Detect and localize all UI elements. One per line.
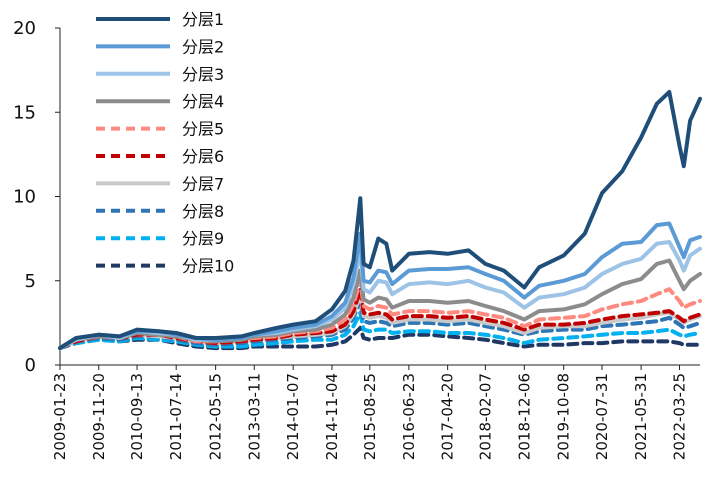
legend-label-9: 分层9 bbox=[182, 229, 224, 248]
y-tick-label: 15 bbox=[13, 102, 36, 123]
x-tick-label: 2016-06-23 bbox=[400, 373, 418, 460]
x-tick-label: 2014-11-04 bbox=[323, 373, 341, 460]
legend-label-5: 分层5 bbox=[182, 120, 224, 139]
legend-label-4: 分层4 bbox=[182, 92, 224, 111]
x-tick-label: 2020-07-31 bbox=[593, 373, 611, 460]
x-tick-label: 2015-08-25 bbox=[361, 373, 379, 460]
legend-label-7: 分层7 bbox=[182, 174, 224, 193]
x-tick-label: 2014-01-07 bbox=[284, 373, 302, 460]
legend-label-1: 分层1 bbox=[182, 10, 224, 29]
x-tick-label: 2011-07-14 bbox=[167, 373, 185, 460]
x-tick-label: 2019-10-08 bbox=[555, 373, 573, 460]
x-tick-label: 2013-03-11 bbox=[245, 373, 263, 460]
series-line-1 bbox=[58, 90, 702, 351]
axes: 0 5 10 15 20 2009-01-23 2009-11-20 2010-09-13 20… bbox=[13, 18, 700, 460]
legend-label-2: 分层2 bbox=[182, 37, 224, 56]
y-tick-label: 10 bbox=[13, 187, 36, 208]
x-tick-label: 2018-02-07 bbox=[476, 373, 494, 460]
legend-label-10: 分层10 bbox=[182, 257, 234, 276]
x-tick-label: 2022-03-25 bbox=[671, 373, 689, 460]
x-tick-label: 2021-05-31 bbox=[632, 373, 650, 460]
legend: 分层1 分层2 分层3 分层4 分层5 分层6 分层7 分层8 分层9 分层10 bbox=[96, 10, 234, 276]
x-tick-label: 2012-05-15 bbox=[207, 373, 225, 460]
x-tick-label: 2009-01-23 bbox=[51, 373, 69, 460]
x-tick-label: 2010-09-13 bbox=[128, 373, 146, 460]
legend-label-3: 分层3 bbox=[182, 65, 224, 84]
legend-label-6: 分层6 bbox=[182, 147, 224, 166]
x-tick-label: 2009-11-20 bbox=[90, 373, 108, 460]
series-lines bbox=[58, 90, 702, 351]
x-tick-label: 2017-04-20 bbox=[439, 373, 457, 460]
y-tick-label: 5 bbox=[25, 271, 36, 292]
y-tick-label: 20 bbox=[13, 18, 36, 39]
x-tick-label: 2018-12-06 bbox=[515, 373, 533, 460]
y-tick-label: 0 bbox=[25, 355, 36, 376]
legend-label-8: 分层8 bbox=[182, 202, 224, 221]
